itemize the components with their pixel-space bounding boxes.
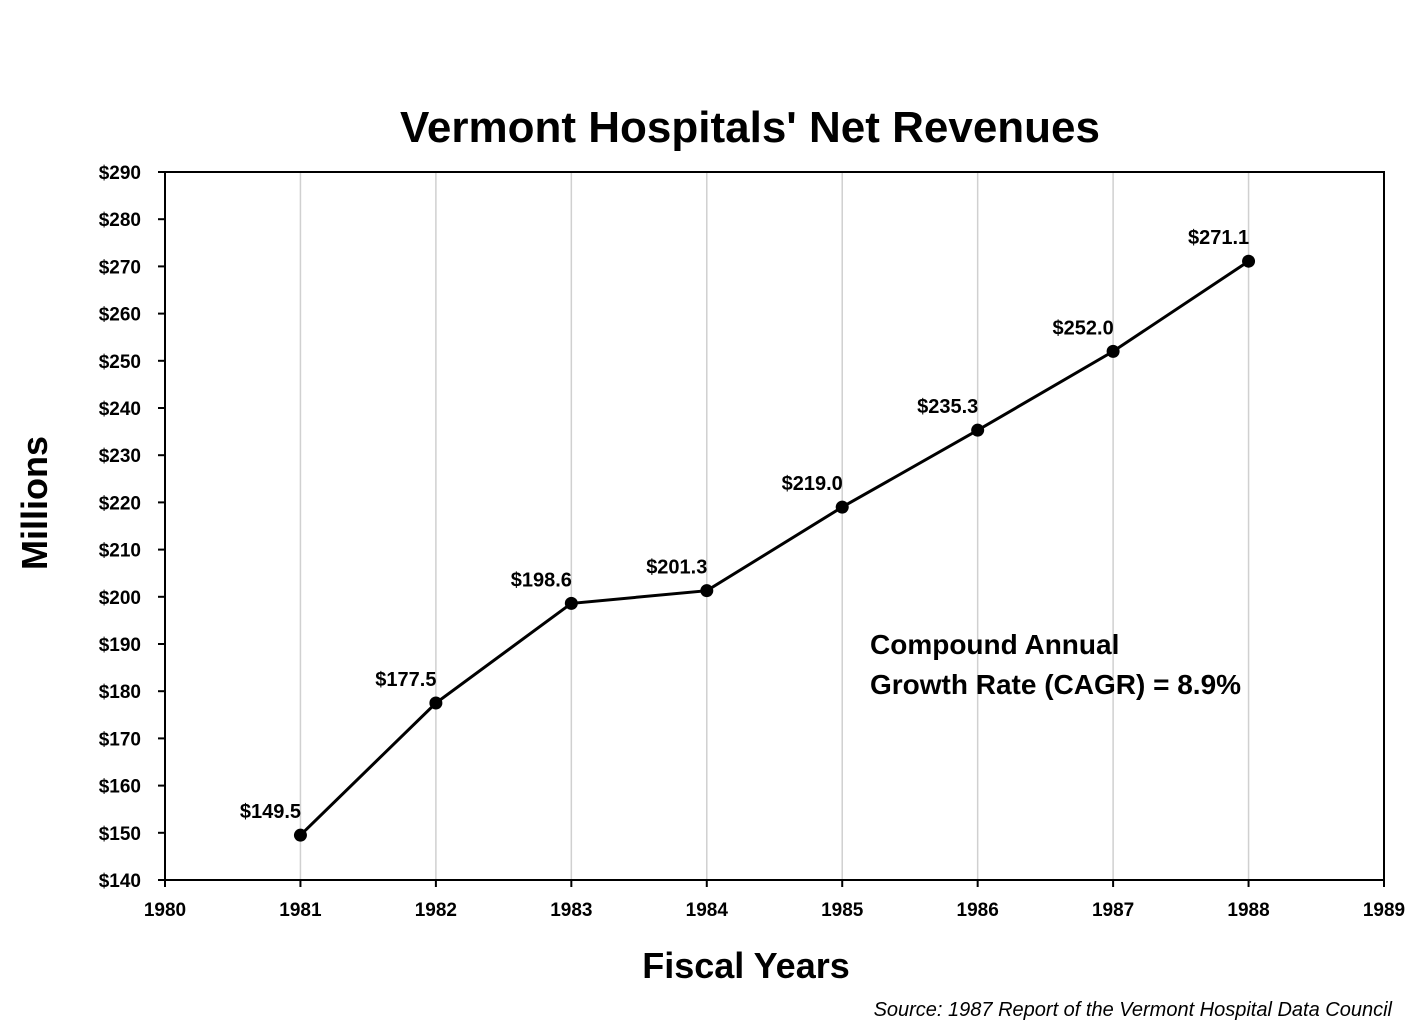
gridlines bbox=[299, 172, 1250, 880]
series-polyline bbox=[299, 259, 1250, 837]
x-tick-label: 1988 bbox=[1227, 900, 1269, 921]
data-label: $235.3 bbox=[917, 396, 978, 418]
data-point bbox=[971, 423, 985, 437]
x-tick-label: 1981 bbox=[279, 900, 322, 921]
data-label: $201.3 bbox=[646, 557, 707, 579]
y-tick-label: $240 bbox=[99, 399, 141, 420]
x-tick-label: 1984 bbox=[686, 900, 729, 921]
y-tick-label: $250 bbox=[99, 352, 141, 373]
y-tick-label: $270 bbox=[99, 257, 141, 278]
y-tick-label: $180 bbox=[99, 682, 141, 703]
data-points bbox=[293, 254, 1256, 842]
x-tick-label: 1982 bbox=[415, 900, 457, 921]
y-tick-label: $140 bbox=[99, 871, 141, 892]
series-line bbox=[299, 259, 1250, 837]
data-point bbox=[429, 696, 443, 710]
x-tick-label: 1986 bbox=[957, 900, 999, 921]
y-axis-ticks: $140 $150 $160 $170 $180 $190 $200 $210 $220 $230… bbox=[99, 163, 165, 892]
data-point bbox=[1106, 344, 1120, 358]
x-tick-label: 1987 bbox=[1092, 900, 1134, 921]
y-tick-label: $220 bbox=[99, 493, 141, 514]
y-tick-label: $290 bbox=[99, 163, 141, 184]
chart-title: Vermont Hospitals' Net Revenues bbox=[400, 103, 1100, 152]
data-label: $198.6 bbox=[511, 569, 572, 591]
cagr-annotation-line-2: Growth Rate (CAGR) = 8.9% bbox=[870, 669, 1241, 700]
cagr-annotation-line-1: Compound Annual bbox=[870, 629, 1119, 660]
y-tick-label: $200 bbox=[99, 588, 141, 609]
data-point bbox=[293, 828, 307, 842]
y-tick-label: $280 bbox=[99, 210, 141, 231]
y-tick-label: $210 bbox=[99, 541, 141, 562]
x-axis-title: Fiscal Years bbox=[642, 945, 850, 986]
x-tick-label: 1983 bbox=[550, 900, 592, 921]
data-point bbox=[564, 596, 578, 610]
source-note: Source: 1987 Report of the Vermont Hospi… bbox=[874, 999, 1393, 1021]
y-tick-label: $260 bbox=[99, 305, 141, 326]
data-point bbox=[700, 584, 714, 598]
x-tick-label: 1989 bbox=[1363, 900, 1405, 921]
y-tick-label: $160 bbox=[99, 777, 141, 798]
data-point bbox=[835, 500, 849, 514]
data-labels: $149.5 $177.5 $198.6 $201.3 $219.0 $235.3 $252… bbox=[240, 227, 1249, 823]
data-label: $252.0 bbox=[1053, 317, 1114, 339]
data-label: $149.5 bbox=[240, 801, 301, 823]
x-tick-label: 1985 bbox=[821, 900, 864, 921]
data-point bbox=[1242, 254, 1256, 268]
data-label: $177.5 bbox=[375, 669, 436, 691]
x-tick-label: 1980 bbox=[144, 900, 186, 921]
x-axis-ticks: 1980 1981 1982 1983 1984 1985 1986 1987 1988 1989 bbox=[144, 880, 1405, 921]
y-tick-label: $170 bbox=[99, 729, 141, 750]
y-tick-label: $150 bbox=[99, 824, 141, 845]
plot-area bbox=[164, 171, 1385, 881]
y-tick-label: $190 bbox=[99, 635, 141, 656]
data-label: $271.1 bbox=[1188, 227, 1249, 249]
y-tick-label: $230 bbox=[99, 446, 141, 467]
y-axis-title: Millions bbox=[14, 436, 55, 570]
data-label: $219.0 bbox=[782, 473, 843, 495]
